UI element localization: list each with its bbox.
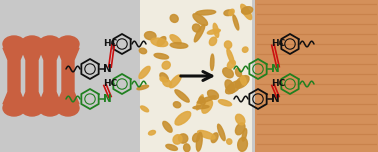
- Ellipse shape: [211, 54, 214, 70]
- Ellipse shape: [166, 144, 177, 150]
- Ellipse shape: [192, 24, 201, 32]
- Ellipse shape: [218, 100, 232, 106]
- Ellipse shape: [235, 76, 249, 88]
- Ellipse shape: [194, 25, 205, 42]
- Ellipse shape: [198, 130, 215, 139]
- Ellipse shape: [139, 48, 147, 54]
- Ellipse shape: [218, 124, 225, 141]
- Ellipse shape: [173, 135, 182, 144]
- Ellipse shape: [242, 47, 248, 52]
- Ellipse shape: [227, 60, 235, 68]
- Text: N: N: [271, 64, 279, 74]
- Ellipse shape: [241, 4, 252, 20]
- Ellipse shape: [225, 80, 234, 93]
- Ellipse shape: [163, 121, 172, 132]
- Ellipse shape: [227, 49, 234, 64]
- Ellipse shape: [178, 134, 188, 143]
- Polygon shape: [57, 48, 79, 104]
- Ellipse shape: [235, 123, 245, 135]
- Ellipse shape: [233, 15, 239, 30]
- Ellipse shape: [137, 85, 149, 90]
- Bar: [140, 0, 252, 152]
- Text: N: N: [102, 94, 112, 104]
- Ellipse shape: [197, 96, 216, 103]
- Ellipse shape: [211, 133, 218, 143]
- Ellipse shape: [39, 100, 61, 116]
- Ellipse shape: [170, 43, 188, 48]
- Ellipse shape: [196, 10, 216, 15]
- Ellipse shape: [160, 73, 168, 82]
- Ellipse shape: [193, 14, 208, 26]
- Text: N: N: [271, 94, 279, 104]
- Ellipse shape: [21, 36, 43, 52]
- Ellipse shape: [157, 37, 166, 46]
- Bar: [0, 0, 140, 152]
- Ellipse shape: [21, 100, 43, 116]
- Ellipse shape: [193, 105, 209, 109]
- Polygon shape: [21, 48, 43, 104]
- Ellipse shape: [3, 100, 25, 116]
- Ellipse shape: [238, 137, 248, 151]
- Ellipse shape: [144, 32, 156, 40]
- Ellipse shape: [170, 75, 181, 88]
- Polygon shape: [3, 48, 25, 104]
- Ellipse shape: [209, 37, 217, 45]
- Ellipse shape: [235, 114, 245, 125]
- Ellipse shape: [3, 36, 25, 52]
- Ellipse shape: [141, 106, 149, 112]
- Ellipse shape: [57, 36, 79, 52]
- Ellipse shape: [199, 97, 205, 105]
- Ellipse shape: [240, 76, 246, 85]
- Ellipse shape: [149, 130, 155, 135]
- Ellipse shape: [139, 66, 150, 79]
- Ellipse shape: [175, 112, 191, 125]
- Text: HC: HC: [103, 38, 117, 47]
- Ellipse shape: [242, 7, 253, 14]
- Ellipse shape: [227, 139, 232, 144]
- Ellipse shape: [39, 36, 61, 52]
- Ellipse shape: [170, 35, 181, 44]
- Text: HC: HC: [271, 78, 285, 88]
- Text: HC: HC: [103, 78, 117, 88]
- Bar: [255, 0, 378, 152]
- Ellipse shape: [208, 29, 220, 34]
- Ellipse shape: [213, 23, 219, 37]
- Ellipse shape: [151, 38, 168, 47]
- Text: HC: HC: [271, 38, 285, 47]
- Ellipse shape: [208, 90, 218, 99]
- Ellipse shape: [162, 61, 170, 69]
- Text: N: N: [102, 64, 112, 74]
- Ellipse shape: [184, 144, 190, 152]
- Ellipse shape: [196, 132, 202, 151]
- Ellipse shape: [229, 9, 234, 16]
- Ellipse shape: [196, 95, 203, 110]
- Ellipse shape: [174, 102, 181, 108]
- Ellipse shape: [242, 129, 247, 141]
- Ellipse shape: [160, 77, 166, 82]
- Ellipse shape: [193, 133, 200, 142]
- Ellipse shape: [226, 81, 242, 94]
- Ellipse shape: [235, 68, 242, 77]
- Ellipse shape: [223, 68, 233, 78]
- Ellipse shape: [224, 10, 233, 16]
- Ellipse shape: [163, 79, 172, 87]
- Ellipse shape: [225, 41, 232, 48]
- Ellipse shape: [202, 100, 212, 113]
- Ellipse shape: [57, 100, 79, 116]
- Ellipse shape: [154, 53, 169, 59]
- Polygon shape: [39, 48, 61, 104]
- Ellipse shape: [175, 90, 189, 102]
- Ellipse shape: [170, 14, 178, 22]
